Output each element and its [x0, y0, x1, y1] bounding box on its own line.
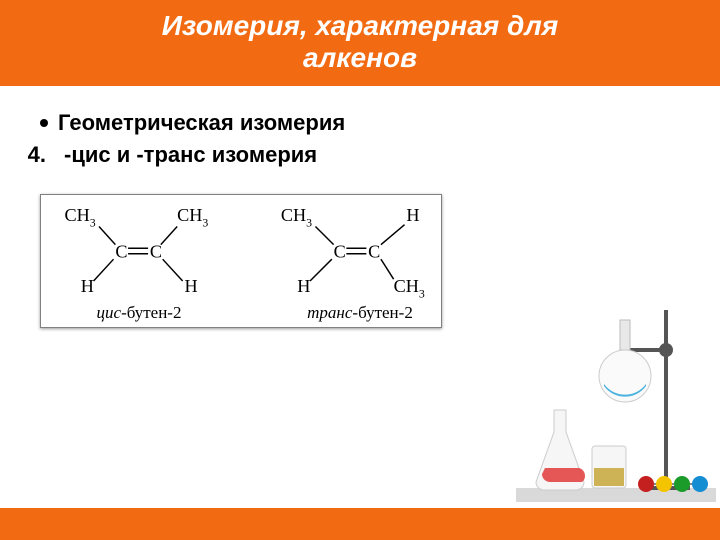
erlenmeyer-flask: [536, 410, 585, 490]
beaker: [592, 446, 626, 488]
slide-footer: [0, 508, 720, 540]
slide-title-line1: Изомерия, характерная для: [162, 10, 559, 41]
cis-center-left: C: [115, 242, 127, 262]
cis-caption: цис-бутен-2: [49, 303, 229, 323]
cis-top-left: CH3: [64, 205, 95, 229]
numbered-row: 4. -цис и -транс изомерия: [12, 142, 696, 168]
trans-bot-left: H: [297, 276, 310, 296]
slide-header: Изомерия, характерная для алкенов: [0, 0, 720, 86]
bullet-row: Геометрическая изомерия: [40, 110, 696, 136]
trans-center-right: C: [368, 242, 380, 262]
number-label: 4.: [12, 142, 46, 168]
cis-top-right: CH3: [177, 205, 208, 229]
cis-bot-left: H: [81, 276, 94, 296]
molecule-trans: CH3 H C C H CH3: [265, 201, 455, 323]
cis-caption-rest: -бутен-2: [121, 303, 181, 322]
trans-top-right: H: [406, 205, 419, 225]
round-flask: [599, 320, 651, 402]
trans-caption: транс-бутен-2: [265, 303, 455, 323]
molecule-cis: CH3 CH3 C C H H: [49, 201, 229, 323]
trans-caption-italic: транс: [307, 303, 352, 322]
trans-center-left: C: [334, 242, 346, 262]
bullet-icon: [40, 119, 48, 127]
slide-title-line2: алкенов: [303, 42, 417, 73]
isomer-figure: CH3 CH3 C C H H: [40, 194, 442, 328]
trans-top-left: CH3: [281, 205, 312, 229]
cis-center-right: C: [150, 242, 162, 262]
bullet-text: Геометрическая изомерия: [58, 110, 345, 136]
molecule-cis-svg: CH3 CH3 C C H H: [49, 201, 229, 301]
lab-illustration: [516, 290, 716, 510]
trans-bot-right: CH3: [394, 276, 425, 300]
slide-title: Изомерия, характерная для алкенов: [20, 10, 700, 74]
molecule-row: CH3 CH3 C C H H: [49, 201, 433, 323]
molecule-trans-svg: CH3 H C C H CH3: [265, 201, 455, 301]
cis-bot-right: H: [184, 276, 197, 296]
trans-caption-rest: -бутен-2: [352, 303, 412, 322]
numbered-text: -цис и -транс изомерия: [64, 142, 317, 168]
cis-caption-italic: цис: [97, 303, 122, 322]
